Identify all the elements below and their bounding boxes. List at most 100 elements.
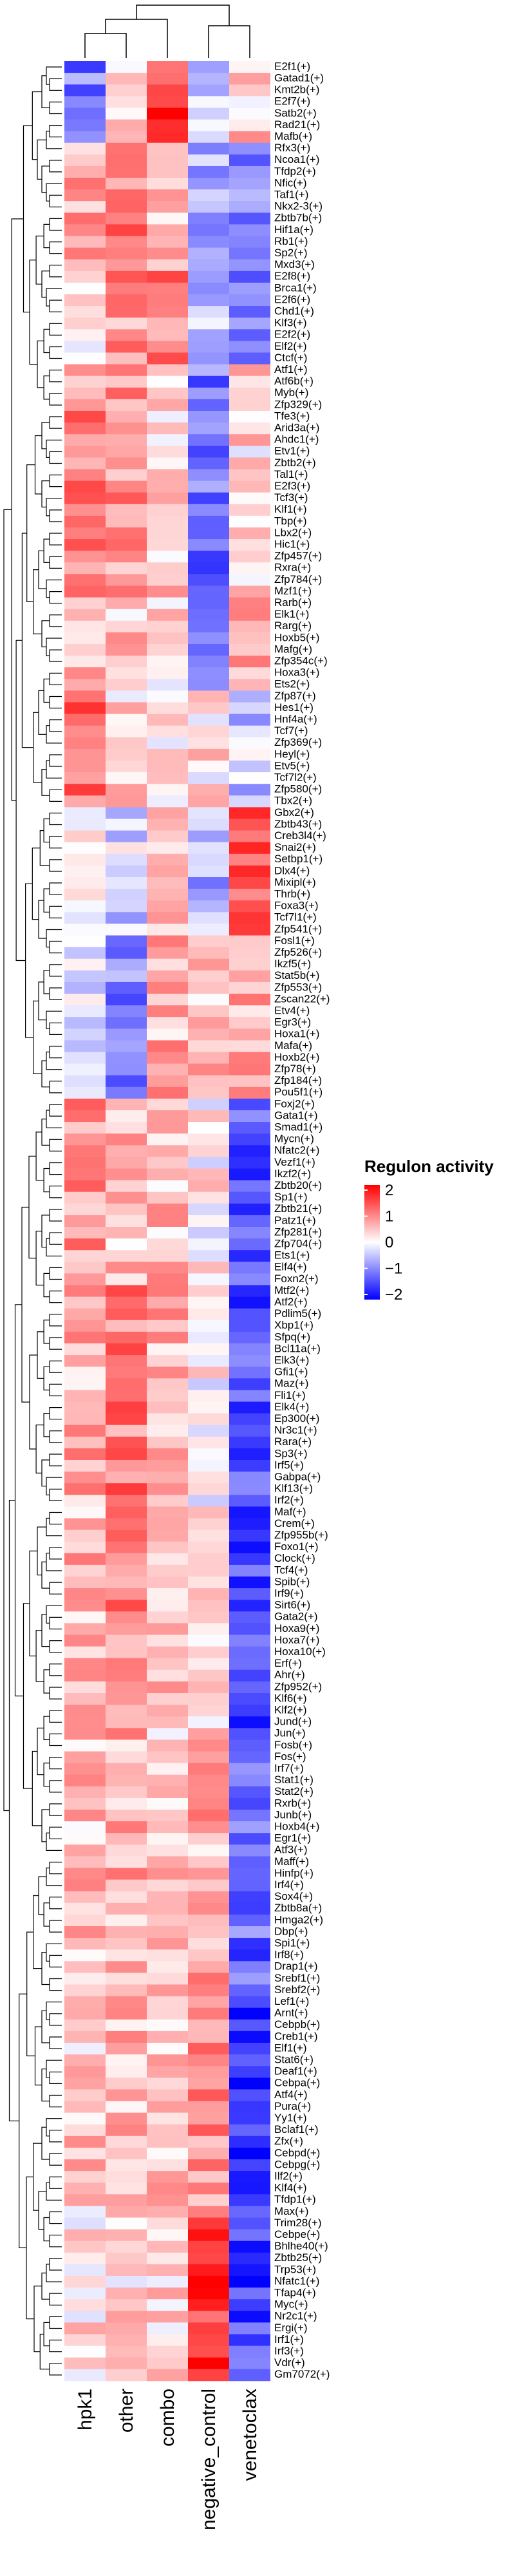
row-label: Klf3(+) — [274, 317, 307, 329]
row-label: Zbtb8a(+) — [274, 1902, 322, 1914]
heatmap-cell — [147, 1553, 188, 1566]
heatmap-cell — [188, 73, 229, 85]
heatmap-cell — [188, 1577, 229, 1589]
row-label: Irf1(+) — [274, 2333, 304, 2345]
row-label: Zbtb43(+) — [274, 818, 322, 830]
heatmap-cell — [188, 270, 229, 283]
heatmap-cell — [64, 1401, 106, 1414]
row-label: Irf5(+) — [274, 1459, 304, 1471]
heatmap-cell — [147, 562, 188, 574]
heatmap-cell — [147, 632, 188, 645]
row-label: Ahr(+) — [274, 1669, 305, 1681]
heatmap-cell — [106, 1273, 147, 1285]
heatmap-cell — [188, 1133, 229, 1146]
heatmap-cell — [188, 1145, 229, 1157]
dendrogram-branch — [49, 2176, 62, 2189]
heatmap-cell — [147, 1681, 188, 1694]
heatmap-cell — [188, 1343, 229, 1356]
dendrogram-branch — [46, 579, 62, 598]
row-label: Cebpg(+) — [274, 2158, 320, 2170]
heatmap-cell — [106, 1646, 147, 1659]
heatmap-cell — [147, 889, 188, 901]
row-label: Foxa3(+) — [274, 900, 319, 912]
dendrogram-branch — [37, 1727, 44, 1776]
row-label: Ergi(+) — [274, 2322, 307, 2334]
row-label: Erf(+) — [274, 1657, 302, 1669]
heatmap-cell — [229, 1506, 270, 1519]
column-label: other — [116, 2389, 137, 2432]
heatmap-cell — [147, 119, 188, 131]
heatmap-cell — [229, 61, 270, 73]
heatmap-cell — [188, 1926, 229, 1938]
row-label: Gfi1(+) — [274, 1366, 308, 1378]
heatmap-cell — [188, 387, 229, 400]
heatmap-cell — [64, 1611, 106, 1624]
row-label: Tfap4(+) — [274, 2286, 316, 2298]
heatmap-cell — [147, 294, 188, 307]
row-label: Zfp580(+) — [274, 783, 322, 795]
dendrogram-branch — [46, 439, 62, 458]
heatmap-cell — [188, 306, 229, 318]
heatmap-cell — [106, 620, 147, 633]
heatmap-cell — [229, 2229, 270, 2242]
heatmap-cell — [229, 1810, 270, 1822]
heatmap-cell — [64, 2252, 106, 2265]
dendrogram-branch — [49, 1407, 62, 1420]
heatmap-cell — [64, 1996, 106, 2009]
heatmap-cell — [147, 1331, 188, 1344]
heatmap-cell — [229, 73, 270, 85]
heatmap-cell — [106, 1191, 147, 1204]
row-label: Tbp(+) — [274, 515, 307, 527]
heatmap-cell — [64, 2078, 106, 2090]
heatmap-cell — [147, 1028, 188, 1041]
heatmap-cell — [188, 247, 229, 260]
heatmap-cell — [188, 1833, 229, 1845]
heatmap-cell — [147, 2124, 188, 2137]
heatmap-cell — [106, 690, 147, 703]
heatmap-cell — [64, 492, 106, 505]
dendrogram-branch — [33, 569, 42, 634]
heatmap-cell — [229, 1425, 270, 1437]
dendrogram-branch — [46, 2118, 62, 2137]
heatmap-cell — [106, 492, 147, 505]
heatmap-cell — [188, 2334, 229, 2346]
heatmap-cell — [64, 889, 106, 901]
heatmap-cell — [147, 1646, 188, 1659]
heatmap-cell — [229, 1646, 270, 1659]
heatmap-cell — [147, 1821, 188, 1833]
dendrogram-branch — [49, 1209, 62, 1222]
heatmap-cell — [188, 958, 229, 971]
heatmap-cell — [229, 842, 270, 855]
dendrogram-branch — [46, 1605, 62, 1624]
heatmap-cell — [188, 1961, 229, 1973]
heatmap-cell — [147, 1472, 188, 1484]
dendrogram-branch — [49, 2130, 62, 2143]
dendrogram-branch — [41, 2069, 50, 2102]
heatmap-cell — [147, 387, 188, 400]
dendrogram-branch — [41, 1060, 50, 1088]
heatmap-cell — [106, 795, 147, 808]
heatmap-cell — [64, 142, 106, 155]
heatmap-cell — [106, 981, 147, 994]
heatmap-cell — [188, 2101, 229, 2113]
dendrogram-branch — [46, 760, 62, 779]
heatmap-cell — [106, 1495, 147, 1507]
heatmap-cell — [147, 108, 188, 120]
heatmap-cell — [188, 1518, 229, 1530]
heatmap-cell — [229, 1786, 270, 1799]
heatmap-cell — [64, 1367, 106, 1379]
heatmap-cells — [64, 61, 270, 2382]
heatmap-cell — [106, 480, 147, 493]
heatmap-cell — [106, 1705, 147, 1717]
heatmap-cell — [229, 1495, 270, 1507]
heatmap-cell — [147, 2206, 188, 2218]
heatmap-cell — [188, 2217, 229, 2230]
heatmap-cell — [64, 1693, 106, 1705]
heatmap-cell — [106, 1122, 147, 1134]
heatmap-cell — [64, 2007, 106, 2020]
heatmap-cell — [106, 142, 147, 155]
dendrogram-branch — [41, 422, 50, 450]
dendrogram-branch — [49, 1687, 62, 1700]
heatmap-cell — [64, 877, 106, 889]
dendrogram-branch — [41, 166, 50, 193]
